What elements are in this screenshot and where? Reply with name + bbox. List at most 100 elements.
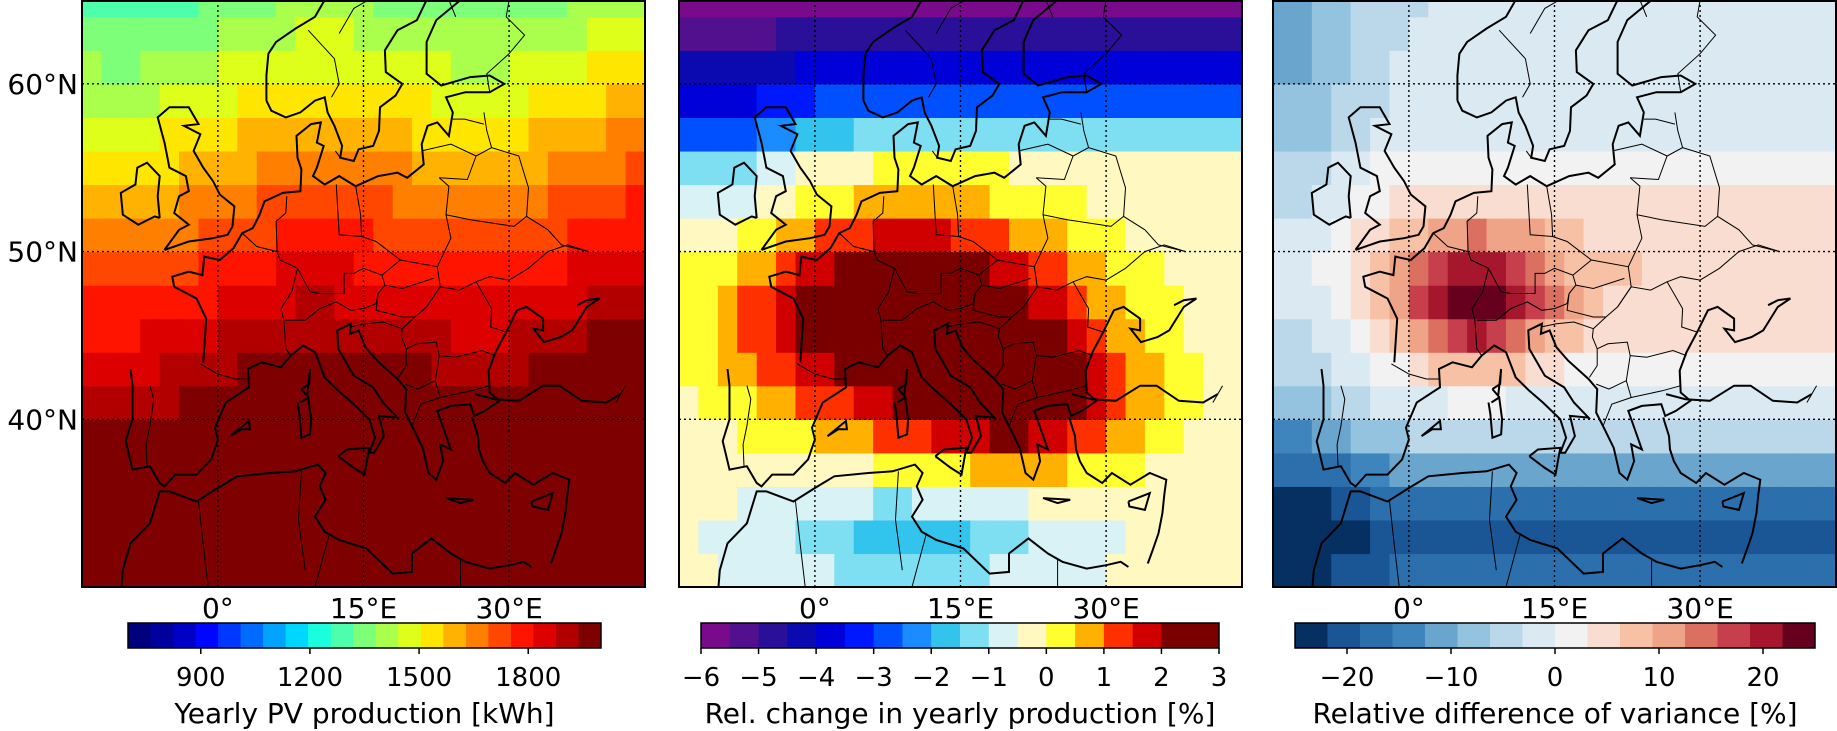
grid-cell [1661,117,1682,152]
grid-cell [679,150,700,186]
grid-cell [1680,251,1701,286]
grid-cell [1086,150,1107,186]
grid-cell [1125,519,1146,555]
country-border [931,150,938,158]
grid-cell [1292,184,1313,219]
grid-cell [1622,83,1643,118]
grid-cell [140,419,161,454]
grid-cell [1203,184,1224,219]
grid-cell [1106,83,1127,118]
grid-cell [314,218,335,253]
grid-cell [873,385,894,420]
grid-cell [1777,318,1798,353]
colorbar-swatch [902,623,932,648]
grid-cell [625,16,645,51]
grid-cell [1389,16,1410,51]
colorbar-swatch [1327,623,1361,648]
grid-cell [1680,218,1701,253]
country-border [1592,316,1607,330]
grid-cell [1028,16,1049,51]
grid-cell [179,218,200,253]
grid-cell [776,486,797,521]
country-border [439,349,496,358]
grid-cell [509,419,530,454]
grid-cell [1144,218,1165,253]
country-border [1336,385,1346,467]
grid-cell [1086,385,1107,420]
grid-cell [1292,285,1313,320]
country-border [958,177,1049,268]
grid-cell [989,251,1010,286]
grid-cell [776,150,797,186]
grid-cell [1009,83,1030,118]
grid-cell [1370,83,1391,118]
grid-cell [1350,251,1371,286]
grid-cell [1758,285,1779,320]
country-border [384,277,434,290]
grid-cell [217,0,238,18]
grid-cell [1505,352,1526,387]
grid-cell [489,16,510,51]
grid-cell [1311,16,1332,51]
grid-cell [1661,285,1682,320]
grid-cell [814,150,835,186]
grid-cell [431,385,452,420]
grid-cell [470,218,491,253]
grid-cell [1086,83,1107,118]
grid-cell [1086,318,1107,353]
grid-cell [834,519,855,555]
grid-cell [1408,50,1429,85]
grid-cell [892,117,913,152]
grid-cell [1292,553,1313,587]
grid-cell [431,83,452,118]
colorbar-swatch [218,623,242,648]
grid-cell [1273,553,1294,587]
grid-cell [795,218,816,253]
grid-cell [1408,486,1429,521]
country-border [904,29,937,98]
grid-cell [528,16,549,51]
grid-cell [950,452,971,487]
grid-cell [606,486,627,521]
grid-cell [606,318,627,353]
grid-cell [489,251,510,286]
grid-cell [1505,385,1526,420]
grid-cell [198,117,219,152]
country-border [1008,380,1038,427]
grid-cell [586,519,607,555]
grid-cell [606,553,627,587]
grid-cell [1564,452,1585,487]
grid-cell [1797,285,1818,320]
grid-cell [1467,83,1488,118]
grid-cell [814,519,835,555]
grid-cell [217,519,238,555]
grid-cell [1661,150,1682,186]
country-border [981,277,1031,290]
colorbar-swatch [988,623,1019,648]
grid-cell [776,16,797,51]
colorbar-swatch [1075,623,1105,648]
grid-cell [1486,519,1507,555]
grid-cell [853,519,874,555]
grid-cell [970,117,991,152]
grid-cell [1738,519,1759,555]
grid-cell [931,251,952,286]
grid-cell [1505,553,1526,587]
grid-cell [931,318,952,353]
colorbar-swatch [873,623,903,648]
colorbar-swatch [1652,623,1686,648]
grid-cell [431,519,452,555]
grid-cell [1758,184,1779,219]
grid-cell [1203,251,1224,286]
grid-cell [989,553,1010,587]
grid-cell [159,452,180,487]
grid-cell [1564,50,1585,85]
grid-cell [489,150,510,186]
grid-cell [1292,251,1313,286]
grid-cell [237,285,258,320]
grid-cell [1292,318,1313,353]
grid-cell [1777,486,1798,521]
grid-cell [1292,452,1313,487]
coastline [530,491,555,512]
grid-cell [1816,218,1836,253]
